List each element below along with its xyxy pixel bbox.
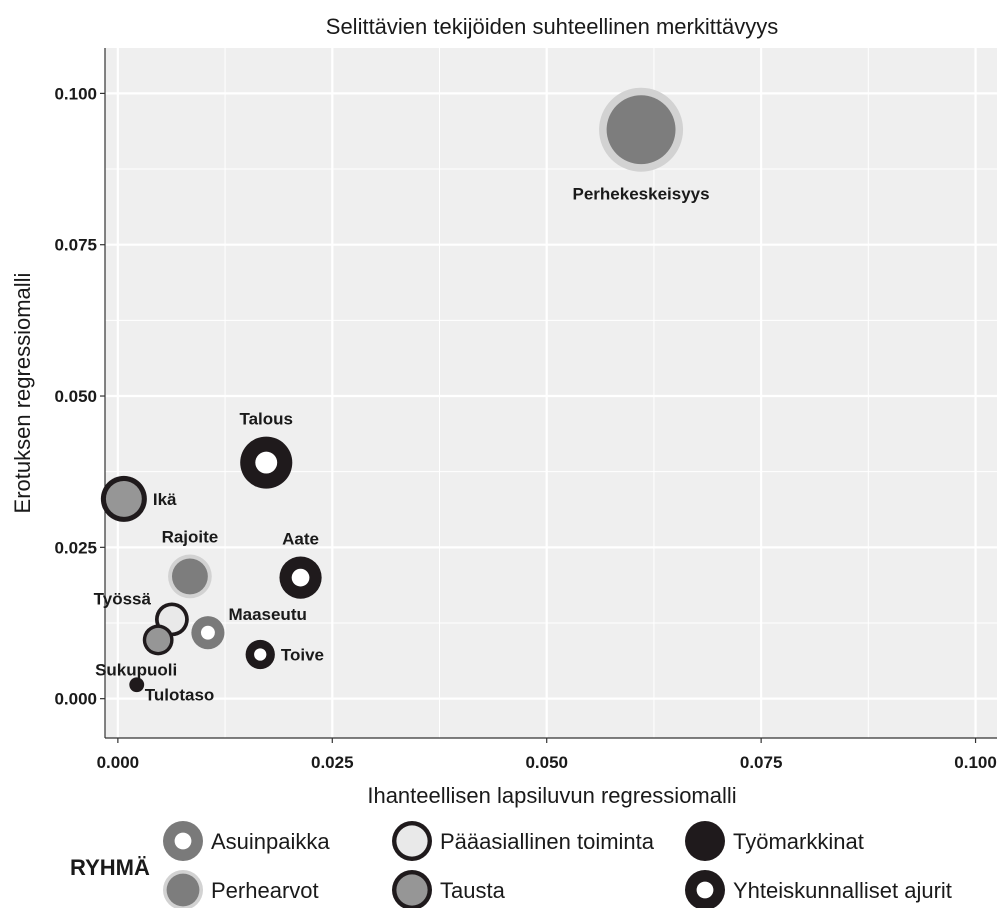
y-tick-label-3: 0.075 [54,236,97,255]
x-axis-title: Ihanteellisen lapsiluvun regressiomalli [367,783,736,808]
bubble-toive [245,639,275,670]
legend-key-ty-markkinat-outer [685,821,725,861]
data-points [100,87,684,693]
bubble-rajoite-inner [171,558,208,595]
legend-key-yhteiskunnalliset-ajurit-inner [696,881,714,899]
bubble-talous-inner [255,451,278,474]
legend-label-yhteiskunnalliset-ajurit: Yhteiskunnalliset ajurit [733,878,952,903]
x-tick-label-3: 0.075 [740,753,783,772]
x-tick-label-0: 0.000 [97,753,140,772]
legend-label-tausta: Tausta [440,878,506,903]
chart-title: Selittävien tekijöiden suhteellinen merk… [326,14,778,39]
bubble-tulotaso-outer [129,677,145,693]
bubble-tulotaso [129,677,145,693]
legend-label-ty-markkinat: Työmarkkinat [733,829,864,854]
bubble-talous [240,436,293,489]
point-label-rajoite: Rajoite [162,528,219,547]
plot-background [105,48,997,738]
bubble-rajoite [168,554,212,599]
x-tick-label-1: 0.025 [311,753,354,772]
bubble-toive-inner [254,648,267,661]
bubble-maaseutu [191,616,225,650]
point-label-ty-ss-: Työssä [94,589,152,608]
y-tick-label-1: 0.025 [54,538,97,557]
legend-key-asuinpaikka-inner [174,832,192,850]
x-tick-label-4: 0.100 [954,753,997,772]
point-label-perhekeskeisyys: Perhekeskeisyys [573,185,710,204]
bubble-perhekeskeisyys [599,87,684,172]
legend-label-asuinpaikka: Asuinpaikka [211,829,330,854]
legend-item-perhearvot: Perhearvot [163,870,319,910]
bubble-ik- [100,475,147,522]
legend-item-asuinpaikka: Asuinpaikka [163,821,330,861]
legend-item-ty-markkinat: Työmarkkinat [685,821,864,861]
point-label-aate: Aate [282,530,319,549]
bubble-ty-ss--inner [158,606,186,633]
legend-item-yhteiskunnalliset-ajurit: Yhteiskunnalliset ajurit [685,870,952,910]
point-label-maaseutu: Maaseutu [228,605,306,624]
axes: 0.000 0.025 0.050 0.075 0.100 0.000 0.025 0.050… [54,48,997,772]
legend-title: RYHMÄ [70,855,150,880]
point-label-ik-: Ikä [153,490,177,509]
point-label-talous: Talous [239,410,293,429]
bubble-aate [279,556,322,599]
bubble-perhekeskeisyys-inner [606,95,676,165]
legend-key-perhearvot-inner [166,873,200,907]
y-axis-title: Erotuksen regressiomalli [10,273,35,514]
x-tick-label-2: 0.050 [525,753,568,772]
bubble-aate-inner [291,568,310,587]
bubble-sukupuoli-inner [146,627,171,652]
bubble-sukupuoli [142,624,174,656]
legend-key-tausta-inner [396,874,428,906]
y-tick-label-4: 0.100 [54,84,97,103]
legend-label-p-asiallinen-toiminta: Pääasiallinen toiminta [440,829,655,854]
legend-label-perhearvot: Perhearvot [211,878,319,903]
legend-item-tausta: Tausta [392,870,506,910]
point-labels: Perhekeskeisyys Talous Ikä Rajoite Aate Työss… [94,185,710,705]
y-tick-label-0: 0.000 [54,690,97,709]
bubble-maaseutu-inner [200,625,215,640]
legend-item-p-asiallinen-toiminta: Pääasiallinen toiminta [392,821,655,861]
point-label-toive: Toive [281,645,324,664]
y-tick-label-2: 0.050 [54,387,97,406]
bubble-ik--inner [105,480,142,517]
point-label-sukupuoli: Sukupuoli [95,660,177,679]
point-label-tulotaso: Tulotaso [145,686,215,705]
legend-key-p-asiallinen-toiminta-inner [396,825,428,857]
legend: RYHMÄ Asuinpaikka Pääasiallinen toiminta T… [70,821,952,910]
